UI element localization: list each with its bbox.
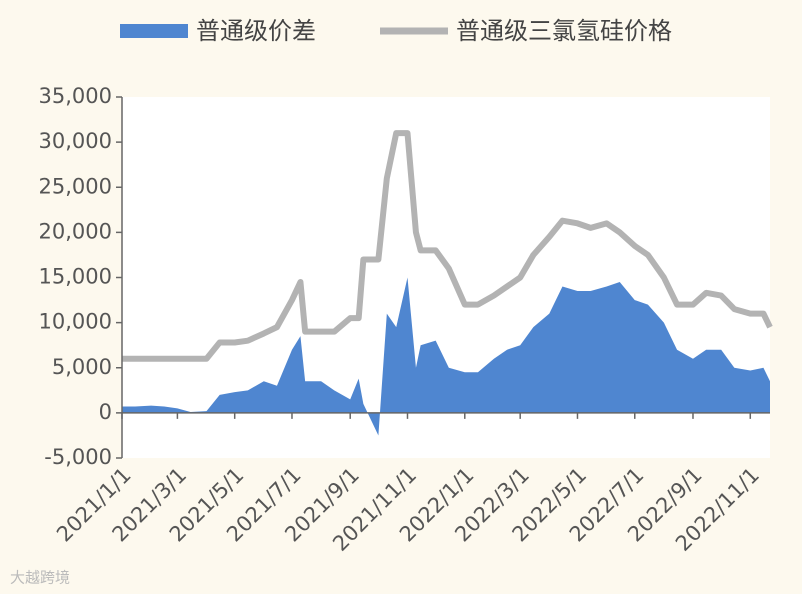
y-tick-label: 35,000 [39,84,112,108]
y-tick-label: 25,000 [39,174,112,198]
y-tick-label: 5,000 [52,355,112,379]
area [122,277,770,436]
legend-label: 普通级价差 [196,17,316,45]
y-tick-label: -5,000 [44,445,112,469]
line [122,130,773,362]
y-tick-label: 30,000 [39,129,112,153]
y-tick-label: 15,000 [39,265,112,289]
legend-label: 普通级三氯氢硅价格 [456,17,672,45]
watermark: 大越跨境 [10,569,70,587]
y-tick-label: 20,000 [39,219,112,243]
y-tick-label: 10,000 [39,310,112,334]
y-tick-label: 0 [99,400,112,424]
legend-swatch [120,24,188,38]
